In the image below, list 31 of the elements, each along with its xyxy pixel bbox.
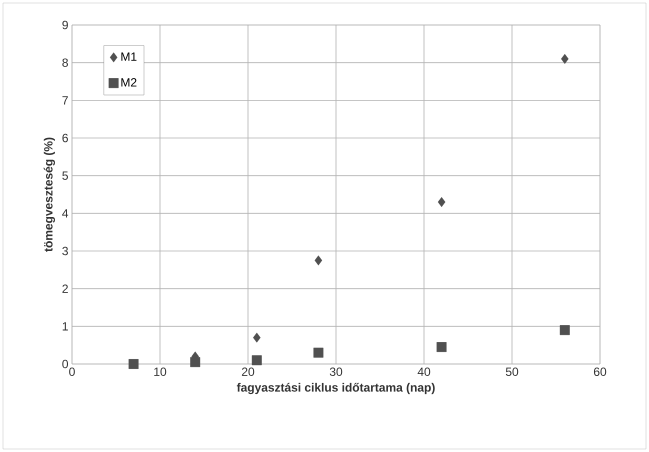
y-axis-title: tömegveszteség (%) bbox=[44, 138, 55, 252]
x-tick-label: 60 bbox=[594, 368, 606, 376]
y-tick-label: 7 bbox=[62, 96, 68, 104]
point bbox=[436, 342, 447, 352]
y-tick-label: 2 bbox=[62, 284, 68, 293]
y-tick-label: 4 bbox=[62, 209, 68, 218]
y-tick-label: 6 bbox=[62, 134, 68, 142]
y-tick-label: 1 bbox=[62, 322, 68, 330]
point bbox=[438, 197, 446, 208]
y-tick-label: 0 bbox=[62, 360, 68, 368]
point bbox=[190, 357, 200, 368]
point bbox=[252, 355, 262, 366]
point bbox=[253, 332, 261, 343]
x-tick-label: 10 bbox=[154, 368, 166, 376]
point bbox=[314, 255, 322, 266]
legend-label: M2 bbox=[121, 78, 136, 87]
x-tick-label: 40 bbox=[418, 368, 430, 376]
point bbox=[313, 348, 324, 358]
y-tick-label: 3 bbox=[62, 246, 68, 256]
y-tick-label: 8 bbox=[62, 58, 68, 67]
y-tick-label: 5 bbox=[62, 172, 68, 180]
x-tick-label: 0 bbox=[69, 368, 75, 376]
point bbox=[128, 359, 139, 369]
point bbox=[561, 54, 569, 64]
point bbox=[560, 325, 570, 336]
x-axis-title: fagyasztási ciklus időtartama (nap) bbox=[236, 382, 435, 394]
x-tick-label: 20 bbox=[242, 368, 254, 376]
x-tick-label: 30 bbox=[330, 368, 342, 376]
y-tick-label: 9 bbox=[62, 20, 68, 30]
x-tick-label: 50 bbox=[506, 368, 518, 376]
legend-label: M1 bbox=[121, 52, 136, 61]
